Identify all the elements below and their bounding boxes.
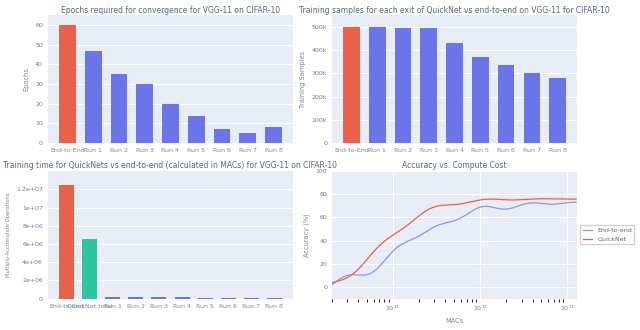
Line: QuickNet: QuickNet bbox=[332, 199, 576, 283]
End-to-end bbox=[444, 220, 452, 224]
QuickNet bbox=[567, 197, 575, 201]
Bar bbox=[162, 104, 179, 143]
Bar bbox=[524, 73, 540, 143]
Bar bbox=[395, 28, 412, 143]
Title: Training time for QuickNets vs end-to-end (calculated in MACs) for VGG-11 on CIF: Training time for QuickNets vs end-to-en… bbox=[3, 161, 337, 170]
QuickNet bbox=[328, 281, 336, 285]
Bar bbox=[369, 27, 386, 143]
Bar bbox=[111, 74, 127, 143]
QuickNet bbox=[474, 199, 481, 203]
End-to-end bbox=[445, 220, 453, 224]
QuickNet bbox=[572, 197, 580, 201]
End-to-end bbox=[566, 201, 574, 205]
End-to-end bbox=[528, 201, 536, 205]
Bar bbox=[265, 127, 282, 143]
End-to-end bbox=[572, 200, 580, 204]
Bar bbox=[446, 43, 463, 143]
QuickNet bbox=[460, 201, 468, 205]
Bar bbox=[267, 298, 282, 299]
X-axis label: MACs: MACs bbox=[445, 318, 463, 324]
Y-axis label: Accuracy (%): Accuracy (%) bbox=[303, 213, 310, 257]
Bar bbox=[152, 297, 166, 299]
Title: Epochs required for convergence for VGG-11 on CIFAR-10: Epochs required for convergence for VGG-… bbox=[61, 6, 280, 15]
QuickNet bbox=[445, 203, 453, 207]
End-to-end bbox=[328, 283, 336, 287]
Title: Training samples for each exit of QuickNet vs end-to-end on VGG-11 for CIFAR-10: Training samples for each exit of QuickN… bbox=[299, 6, 610, 15]
End-to-end bbox=[571, 200, 579, 204]
QuickNet bbox=[528, 197, 536, 201]
Y-axis label: Epochs: Epochs bbox=[24, 67, 29, 91]
Bar bbox=[128, 297, 143, 299]
Bar bbox=[188, 115, 205, 143]
Bar bbox=[136, 84, 153, 143]
Bar bbox=[549, 78, 566, 143]
Y-axis label: Multiply-Accumulate Operations: Multiply-Accumulate Operations bbox=[6, 193, 10, 277]
Bar bbox=[105, 297, 120, 299]
QuickNet bbox=[444, 203, 452, 207]
QuickNet bbox=[539, 197, 547, 201]
End-to-end bbox=[460, 214, 468, 218]
Bar bbox=[239, 133, 256, 143]
Legend: End-to-end, QuickNet: End-to-end, QuickNet bbox=[580, 225, 634, 245]
Bar bbox=[84, 51, 102, 143]
Bar bbox=[175, 297, 189, 299]
Bar bbox=[343, 27, 360, 143]
Bar bbox=[420, 28, 437, 143]
Bar bbox=[244, 298, 259, 299]
Title: Accuracy vs. Compute Cost: Accuracy vs. Compute Cost bbox=[403, 161, 507, 170]
Line: End-to-end: End-to-end bbox=[332, 202, 576, 285]
Bar bbox=[472, 57, 489, 143]
Bar bbox=[82, 240, 97, 299]
Bar bbox=[59, 25, 76, 143]
Bar bbox=[221, 298, 236, 299]
End-to-end bbox=[474, 206, 481, 210]
Bar bbox=[59, 185, 74, 299]
Y-axis label: Training Samples: Training Samples bbox=[300, 50, 306, 108]
Bar bbox=[198, 298, 212, 299]
Bar bbox=[214, 129, 230, 143]
Bar bbox=[498, 65, 515, 143]
